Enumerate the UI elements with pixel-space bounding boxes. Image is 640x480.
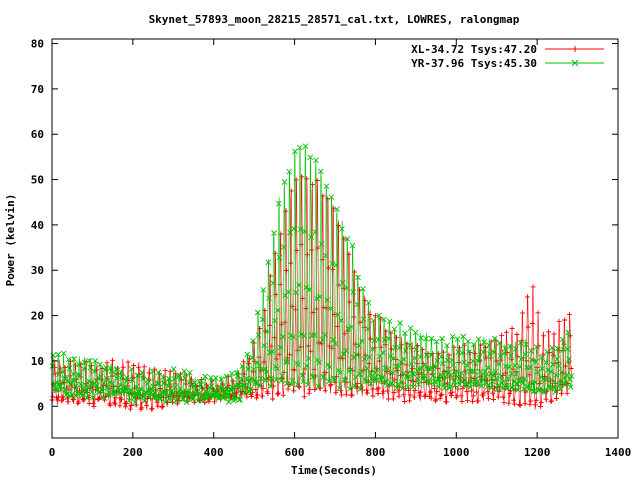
y-tick-label: 60 bbox=[31, 128, 44, 141]
x-tick-label: 1200 bbox=[524, 446, 551, 459]
x-tick-label: 600 bbox=[285, 446, 305, 459]
x-tick-label: 1000 bbox=[443, 446, 470, 459]
legend-label-yr: YR-37.96 Tsys:45.30 bbox=[411, 57, 537, 70]
y-tick-label: 10 bbox=[31, 355, 44, 368]
legend-label-xl: XL-34.72 Tsys:47.20 bbox=[411, 43, 537, 56]
y-tick-label: 0 bbox=[37, 400, 44, 413]
x-tick-label: 800 bbox=[365, 446, 385, 459]
x-tick-label: 1400 bbox=[605, 446, 632, 459]
chart-title: Skynet_57893_moon_28215_28571_cal.txt, L… bbox=[149, 13, 520, 26]
axes: 0 200 400 600 800 1000 1200 1400 0 10 20 30 40 50 60 70… bbox=[31, 38, 632, 459]
x-axis-label: Time(Seconds) bbox=[291, 464, 377, 477]
x-tick-label: 0 bbox=[49, 446, 56, 459]
legend-marker-yr bbox=[571, 59, 579, 67]
legend: XL-34.72 Tsys:47.20 YR-37.96 Tsys:45.30 bbox=[411, 43, 604, 70]
y-tick-label: 70 bbox=[31, 83, 44, 96]
plot-frame bbox=[51, 38, 619, 439]
legend-marker-xl bbox=[572, 46, 578, 52]
y-tick-label: 20 bbox=[31, 310, 44, 323]
y-tick-label: 30 bbox=[31, 264, 44, 277]
x-tick-label: 200 bbox=[123, 446, 143, 459]
y-axis-label: Power (kelvin) bbox=[4, 194, 17, 287]
y-tick-label: 50 bbox=[31, 174, 44, 187]
x-tick-label: 400 bbox=[204, 446, 224, 459]
y-tick-label: 80 bbox=[31, 38, 44, 51]
y-tick-label: 40 bbox=[31, 219, 44, 232]
